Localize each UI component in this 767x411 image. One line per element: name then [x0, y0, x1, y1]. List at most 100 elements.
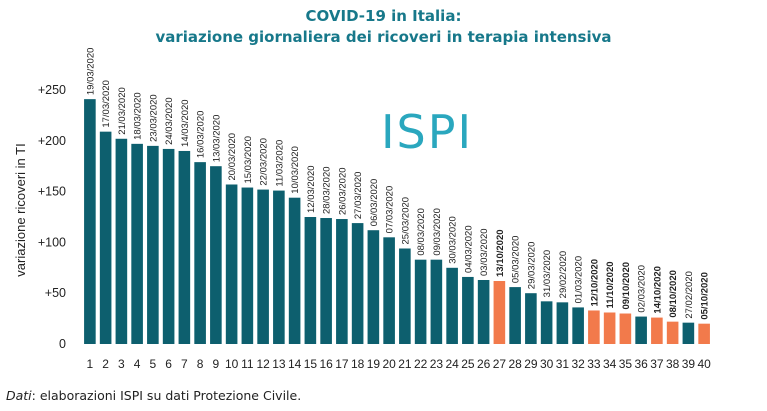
- x-tick-label: 22: [414, 357, 428, 371]
- x-tick-label: 35: [619, 357, 633, 371]
- bar-8: [194, 162, 206, 344]
- bar-31: [556, 302, 569, 344]
- x-tick-label: 25: [461, 357, 475, 371]
- date-data-label: 24/03/2020: [164, 97, 175, 145]
- date-data-label: 12/03/2020: [306, 165, 317, 213]
- x-tick-label: 15: [304, 357, 318, 371]
- chart-subtitle: variazione giornaliera dei ricoveri in t…: [155, 28, 612, 46]
- bar-39: [682, 322, 695, 344]
- date-data-label: 07/03/2020: [385, 186, 396, 234]
- date-data-label: 29/03/2020: [526, 242, 537, 290]
- bar-19: [367, 230, 380, 344]
- x-tick-label: 6: [165, 357, 172, 371]
- bar-28: [509, 287, 521, 344]
- x-tick-label: 11: [241, 357, 254, 371]
- date-data-label: 05/03/2020: [511, 236, 522, 284]
- bar-17: [336, 219, 348, 344]
- date-data-label: 11/03/2020: [274, 140, 285, 187]
- bar-32: [572, 307, 584, 344]
- date-data-label: 06/03/2020: [369, 179, 380, 227]
- date-data-label: 12/10/2020: [589, 259, 600, 307]
- date-data-label: 10/03/2020: [290, 146, 301, 194]
- bar-22: [414, 259, 427, 344]
- bar-15: [304, 217, 317, 344]
- x-tick-label: 24: [445, 357, 459, 371]
- bar-23: [430, 259, 443, 344]
- date-data-label: 27/02/2020: [684, 271, 695, 319]
- bar-33: [588, 310, 600, 344]
- bar-29: [525, 293, 537, 344]
- date-data-label: 13/03/2020: [211, 115, 222, 163]
- bar-6: [162, 148, 175, 344]
- x-tick-label: 32: [571, 357, 585, 371]
- y-tick-label: 0: [59, 337, 66, 351]
- y-axis-label: variazione ricoveri in TI: [13, 143, 28, 276]
- x-tick-label: 12: [256, 357, 270, 371]
- x-tick-label: 17: [335, 357, 349, 371]
- date-data-label: 05/10/2020: [700, 272, 711, 320]
- date-data-label: 15/03/2020: [243, 136, 254, 184]
- date-data-label: 02/03/2020: [637, 265, 648, 313]
- x-tick-label: 33: [587, 357, 601, 371]
- date-data-label: 19/03/2020: [85, 48, 96, 96]
- y-tick-label: +50: [45, 286, 66, 300]
- bar-34: [603, 312, 616, 344]
- date-data-label: 25/03/2020: [400, 197, 411, 245]
- bar-18: [351, 223, 364, 344]
- date-data-label: 30/03/2020: [448, 216, 459, 264]
- bar-25: [462, 276, 474, 344]
- date-data-label: 20/03/2020: [227, 133, 238, 181]
- x-tick-label: 8: [197, 357, 204, 371]
- x-tick-label: 4: [134, 357, 141, 371]
- date-data-label: 28/03/2020: [322, 166, 333, 214]
- date-data-label: 14/10/2020: [652, 266, 663, 314]
- chart-title: COVID-19 in Italia:: [305, 7, 462, 25]
- source-text: : elaborazioni ISPI su dati Protezione C…: [31, 388, 302, 403]
- date-data-label: 26/03/2020: [337, 167, 348, 215]
- date-data-label: 16/03/2020: [196, 111, 207, 159]
- bar-35: [619, 313, 632, 344]
- x-tick-label: 40: [697, 357, 711, 371]
- date-data-label: 31/03/2020: [542, 250, 553, 298]
- x-tick-label: 14: [288, 357, 302, 371]
- date-data-label: 09/03/2020: [432, 208, 443, 256]
- bar-7: [178, 150, 191, 344]
- date-data-label: 11/10/2020: [605, 261, 616, 308]
- date-data-label: 17/03/2020: [101, 80, 112, 128]
- bar-40: [698, 323, 710, 344]
- date-data-label: 27/03/2020: [353, 172, 364, 220]
- x-tick-label: 38: [666, 357, 680, 371]
- date-data-label: 13/10/2020: [495, 229, 506, 277]
- x-tick-label: 28: [508, 357, 522, 371]
- bar-14: [288, 197, 301, 344]
- date-data-label: 29/02/2020: [558, 251, 569, 299]
- bar-2: [99, 131, 112, 344]
- x-tick-label: 26: [477, 357, 491, 371]
- date-data-label: 18/03/2020: [133, 92, 144, 140]
- x-tick-label: 7: [181, 357, 188, 371]
- y-tick-label: +250: [38, 83, 66, 97]
- date-data-label: 14/03/2020: [180, 99, 191, 147]
- bar-26: [477, 279, 490, 344]
- x-tick-label: 10: [225, 357, 239, 371]
- x-tick-label: 9: [213, 357, 220, 371]
- date-data-label: 22/03/2020: [259, 138, 270, 186]
- bar-1: [84, 99, 96, 344]
- x-tick-label: 31: [556, 357, 570, 371]
- x-tick-label: 27: [493, 357, 507, 371]
- bar-3: [115, 138, 128, 344]
- bar-20: [383, 237, 395, 344]
- date-data-label: 03/03/2020: [479, 228, 490, 276]
- bar-24: [446, 267, 458, 344]
- bar-36: [635, 316, 647, 344]
- x-tick-label: 37: [650, 357, 664, 371]
- chart-title-block: COVID-19 in Italia: variazione giornalie…: [0, 6, 767, 48]
- x-tick-label: 30: [540, 357, 554, 371]
- x-tick-label: 13: [272, 357, 286, 371]
- bar-13: [273, 190, 285, 344]
- x-tick-label: 23: [430, 357, 444, 371]
- x-tick-label: 19: [367, 357, 381, 371]
- x-tick-label: 16: [319, 357, 333, 371]
- date-data-label: 09/10/2020: [621, 262, 632, 310]
